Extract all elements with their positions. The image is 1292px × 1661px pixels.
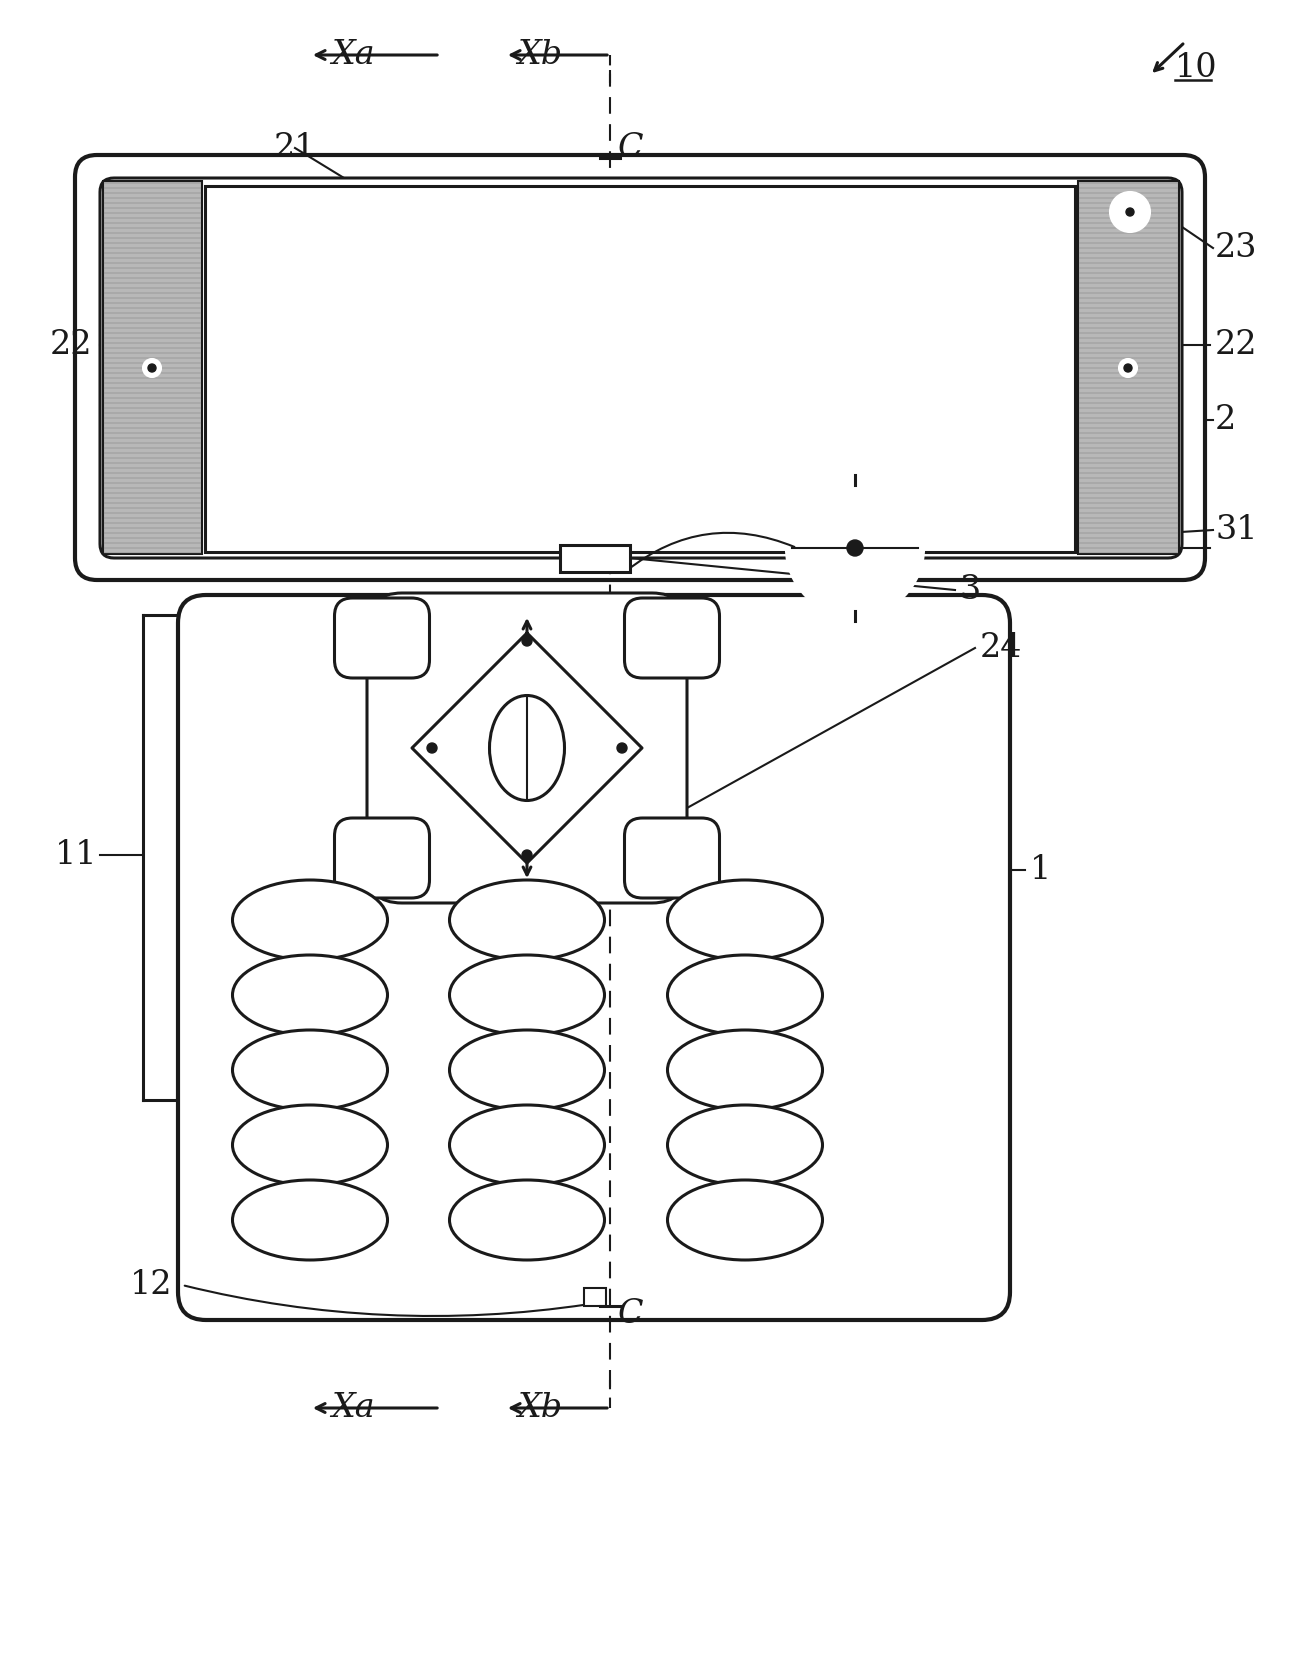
Ellipse shape <box>668 1105 823 1184</box>
Circle shape <box>1124 364 1132 372</box>
Text: 23: 23 <box>1214 233 1257 264</box>
Ellipse shape <box>450 1030 605 1110</box>
Ellipse shape <box>450 955 605 1035</box>
Circle shape <box>149 364 156 372</box>
Ellipse shape <box>450 1179 605 1261</box>
Ellipse shape <box>668 955 823 1035</box>
Text: 1: 1 <box>1030 854 1052 885</box>
FancyBboxPatch shape <box>367 593 687 904</box>
Text: Xa: Xa <box>331 1392 375 1423</box>
Ellipse shape <box>233 880 388 960</box>
Ellipse shape <box>668 880 823 960</box>
Circle shape <box>787 480 922 616</box>
Bar <box>103 181 202 555</box>
Ellipse shape <box>233 1105 388 1184</box>
Circle shape <box>618 742 627 752</box>
Bar <box>584 1287 606 1306</box>
Text: 21: 21 <box>274 131 317 164</box>
Text: Xa: Xa <box>331 38 375 71</box>
Text: 11: 11 <box>56 839 97 870</box>
Bar <box>559 545 630 571</box>
FancyBboxPatch shape <box>624 598 720 678</box>
FancyBboxPatch shape <box>335 598 429 678</box>
Text: 10: 10 <box>1174 51 1217 85</box>
Ellipse shape <box>490 696 565 801</box>
Circle shape <box>522 636 532 646</box>
Circle shape <box>1119 359 1137 377</box>
Circle shape <box>833 527 877 570</box>
Text: 22: 22 <box>1214 329 1257 360</box>
Ellipse shape <box>668 1030 823 1110</box>
FancyBboxPatch shape <box>335 817 429 899</box>
Ellipse shape <box>668 1179 823 1261</box>
FancyBboxPatch shape <box>99 178 1182 558</box>
Circle shape <box>143 359 162 377</box>
Text: C: C <box>618 1297 643 1330</box>
Bar <box>205 186 1075 551</box>
Text: C: C <box>618 131 643 164</box>
Ellipse shape <box>233 1030 388 1110</box>
Circle shape <box>1127 208 1134 216</box>
Ellipse shape <box>233 955 388 1035</box>
Text: 3: 3 <box>960 575 981 606</box>
Circle shape <box>1110 193 1150 233</box>
Circle shape <box>426 742 437 752</box>
Ellipse shape <box>233 1179 388 1261</box>
Ellipse shape <box>450 880 605 960</box>
Circle shape <box>522 850 532 860</box>
FancyBboxPatch shape <box>178 595 1010 1320</box>
FancyBboxPatch shape <box>75 154 1205 580</box>
Ellipse shape <box>450 1105 605 1184</box>
Text: 22: 22 <box>50 329 93 360</box>
Circle shape <box>810 503 901 593</box>
Text: Xb: Xb <box>517 38 562 71</box>
Text: 12: 12 <box>130 1269 173 1301</box>
Text: 24: 24 <box>981 631 1022 664</box>
FancyBboxPatch shape <box>624 817 720 899</box>
Circle shape <box>1120 203 1140 223</box>
Text: Xb: Xb <box>517 1392 562 1423</box>
Text: 31: 31 <box>1214 513 1257 546</box>
Text: 2: 2 <box>1214 404 1236 435</box>
Bar <box>1078 181 1180 555</box>
Circle shape <box>848 540 863 556</box>
